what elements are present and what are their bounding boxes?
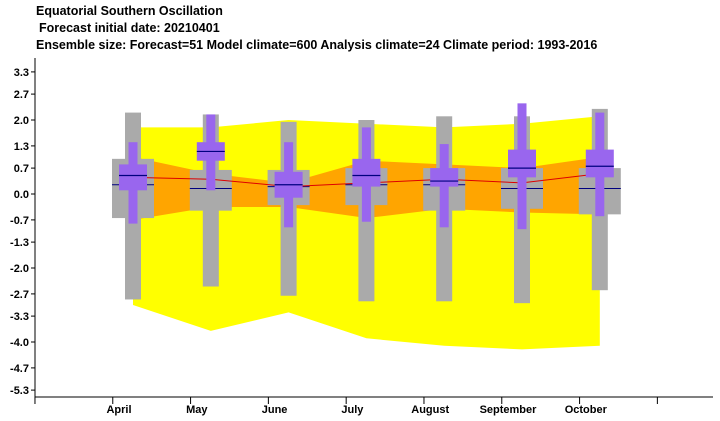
x-tick-label-july: July: [341, 404, 364, 416]
y-tick-label: -0.7: [10, 215, 29, 227]
x-tick-label-june: June: [262, 404, 288, 416]
forecast-body: [430, 168, 459, 187]
forecast-body: [585, 149, 614, 178]
y-tick-label: -1.3: [10, 237, 29, 249]
forecast-box-september: [508, 103, 536, 230]
x-tick-label-may: May: [186, 404, 208, 416]
y-tick-label: -5.3: [10, 385, 29, 397]
y-tick-label: -2.0: [10, 263, 29, 275]
y-tick-label: -3.3: [10, 311, 29, 323]
ensemble-info: Ensemble size: Forecast=51 Model climate…: [36, 38, 598, 52]
y-tick-label: 0.0: [14, 189, 29, 201]
forecast-body: [352, 158, 381, 187]
forecast-body: [119, 164, 147, 191]
y-tick-label: -4.0: [10, 337, 29, 349]
y-tick-label: 0.7: [14, 163, 29, 175]
x-tick-label-october: October: [565, 404, 608, 416]
x-tick-label-august: August: [411, 404, 449, 416]
forecast-body: [508, 149, 536, 178]
forecast-boxes: [119, 103, 614, 230]
y-tick-label: 2.0: [14, 115, 29, 127]
x-tick-label-september: September: [480, 404, 538, 416]
chart-axes: 3.3 2.7 2.0 1.3 0.7 0.0 -0.7 -1.3 -2.0 -2.7 -3.3 -4…: [10, 58, 713, 416]
y-tick-label: 3.3: [14, 67, 29, 79]
y-tick-label: -4.7: [10, 363, 29, 375]
forecast-box-august: [430, 144, 459, 228]
forecast-initial-date: Forecast initial date: 20210401: [39, 21, 220, 35]
chart-title: Equatorial Southern Oscillation: [36, 4, 223, 18]
forecast-box-june: [274, 142, 303, 228]
forecast-box-july: [352, 127, 381, 222]
y-tick-label: -2.7: [10, 289, 29, 301]
x-tick-label-april: April: [106, 404, 131, 416]
forecast-box-october: [585, 112, 614, 217]
forecast-box-may: [196, 114, 225, 191]
forecast-box-april: [119, 142, 147, 224]
y-tick-label: 1.3: [14, 141, 29, 153]
y-tick-label: 2.7: [14, 89, 29, 101]
